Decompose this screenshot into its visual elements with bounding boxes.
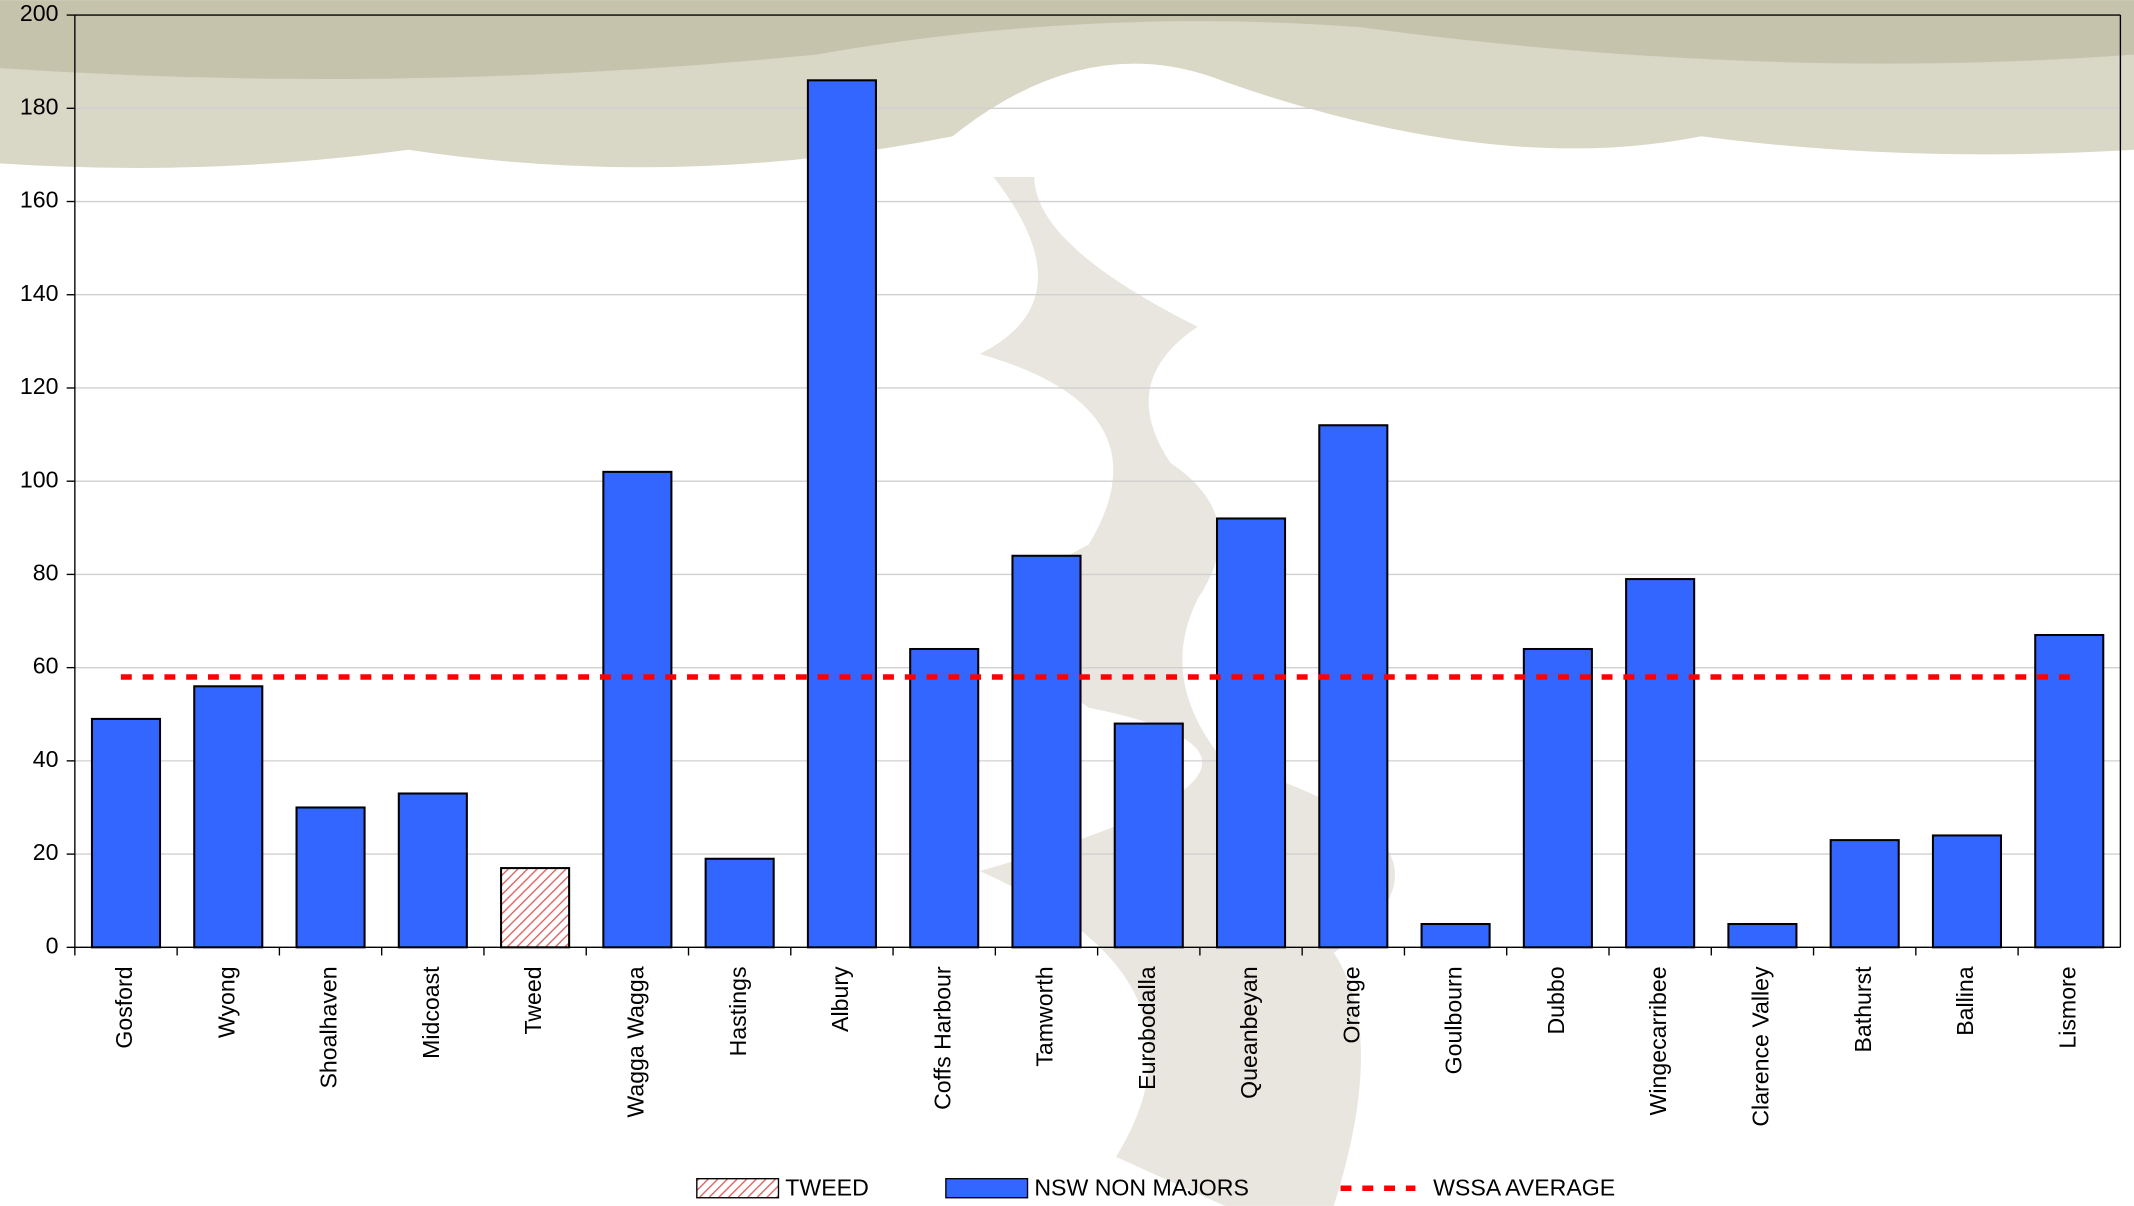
legend-swatch [697,1179,779,1198]
y-tick-label: 80 [33,560,59,586]
x-tick-label: Dubbo [1543,966,1569,1034]
x-tick-label: Goulbourn [1441,966,1467,1074]
y-tick-label: 60 [33,653,59,679]
y-tick-label: 160 [20,187,59,213]
y-tick-label: 120 [20,373,59,399]
x-tick-label: Midcoast [418,966,444,1059]
x-tick-label: Wingecarribee [1645,966,1671,1115]
bar [92,719,160,947]
bar [1831,840,1899,947]
x-tick-label: Clarence Valley [1748,966,1774,1127]
bar [1217,518,1285,947]
bar [706,859,774,948]
x-tick-label: Eurobodalla [1134,966,1160,1090]
bar [1012,556,1080,948]
y-tick-label: 40 [33,746,59,772]
bar [1115,724,1183,948]
bar [1422,924,1490,947]
bar [603,472,671,947]
y-tick-label: 0 [46,932,59,958]
x-tick-label: Albury [827,966,853,1032]
bar [1933,835,2001,947]
x-tick-label: Bathurst [1850,966,1876,1053]
legend-swatch [946,1179,1028,1198]
x-tick-label: Ballina [1952,966,1978,1036]
legend-label: NSW NON MAJORS [1034,1175,1249,1201]
bar [1626,579,1694,947]
bar [910,649,978,947]
x-tick-label: Wyong [213,966,239,1038]
legend: TWEED NSW NON MAJORS WSSA AVERAGE [697,1175,1615,1201]
x-tick-label: Tweed [520,966,546,1034]
bar [194,686,262,947]
bar [399,794,467,948]
bar [808,80,876,947]
chart: 0 20 40 60 80 100 120 140 160 180 200 Gosford Wyong S… [0,0,2134,1206]
y-tick-label: 200 [20,0,59,26]
y-tick-label: 20 [33,839,59,865]
bar [297,807,365,947]
x-tick-label: Coffs Harbour [929,966,955,1110]
y-tick-label: 140 [20,280,59,306]
bar [501,868,569,947]
x-tick-label: Shoalhaven [316,966,342,1088]
y-tick-label: 180 [20,93,59,119]
x-tick-label: Tamworth [1032,966,1058,1066]
x-tick-label: Hastings [725,966,751,1056]
bar [1728,924,1796,947]
x-tick-label: Lismore [2054,966,2080,1048]
bar [1524,649,1592,947]
legend-label: TWEED [785,1175,869,1201]
x-tick-label: Queanbeyan [1236,966,1262,1098]
x-tick-label: Gosford [111,966,137,1048]
x-tick-label: Orange [1338,966,1364,1043]
bar [2035,635,2103,947]
bar [1319,425,1387,947]
y-tick-label: 100 [20,466,59,492]
legend-label: WSSA AVERAGE [1433,1175,1615,1201]
x-tick-label: Wagga Wagga [622,966,648,1117]
